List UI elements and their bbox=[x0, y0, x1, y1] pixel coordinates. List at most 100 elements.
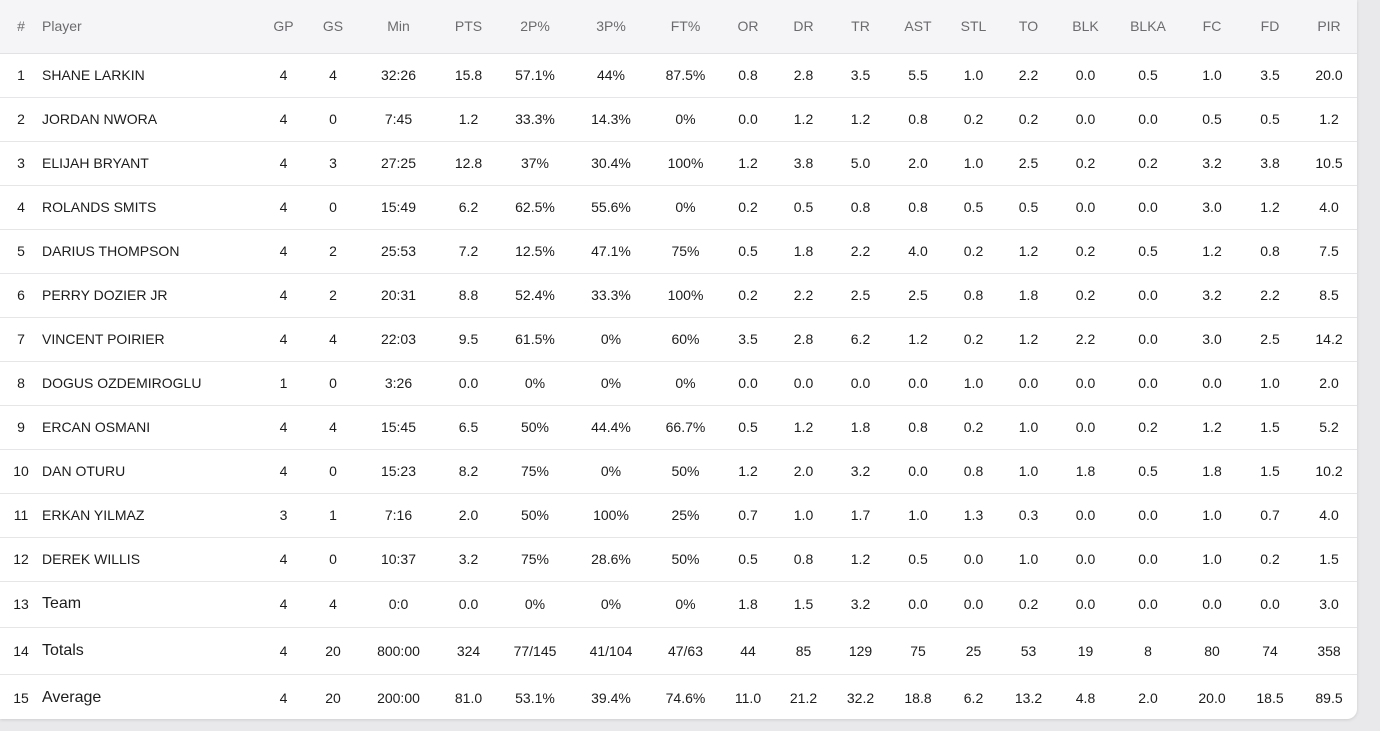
cell-blka: 0.5 bbox=[1111, 229, 1185, 274]
cell-gp: 1 bbox=[256, 361, 311, 406]
cell-dr: 21.2 bbox=[789, 689, 818, 706]
cell-stl: 0.2 bbox=[950, 97, 997, 142]
cell-blk: 19 bbox=[1060, 627, 1111, 675]
cell-fd: 2.2 bbox=[1239, 273, 1301, 318]
column-header-fc[interactable]: FC bbox=[1185, 0, 1239, 54]
player-name-cell[interactable]: ROLANDS SMITS bbox=[42, 185, 256, 230]
cell-pir: 7.5 bbox=[1301, 229, 1357, 274]
cell-blk: 0.0 bbox=[1060, 185, 1111, 230]
column-header-gp[interactable]: GP bbox=[256, 0, 311, 54]
cell-dr: 1.5 bbox=[772, 581, 835, 628]
player-name-cell[interactable]: PERRY DOZIER JR bbox=[42, 273, 256, 318]
player-name-cell[interactable]: JORDAN NWORA bbox=[42, 97, 256, 142]
cell-gs: 1 bbox=[311, 493, 355, 538]
cell-gs: 2 bbox=[311, 273, 355, 318]
cell-gp: 4 bbox=[256, 97, 311, 142]
cell-rank: 8 bbox=[0, 361, 42, 406]
player-name-cell[interactable]: DOGUS OZDEMIROGLU bbox=[42, 361, 256, 406]
cell-3p-pct: 30.4% bbox=[575, 141, 647, 186]
cell-gp: 4 bbox=[256, 317, 311, 362]
cell-or: 0.2 bbox=[724, 273, 772, 318]
cell-2p-pct: 75% bbox=[495, 537, 575, 582]
cell-3p-pct: 28.6% bbox=[575, 537, 647, 582]
column-header-pts[interactable]: PTS bbox=[442, 0, 495, 54]
column-header-rank[interactable]: # bbox=[0, 0, 42, 54]
column-header-dr[interactable]: DR bbox=[772, 0, 835, 54]
cell-ft-pct: 87.5% bbox=[647, 53, 724, 98]
cell-3p-pct: 0% bbox=[575, 449, 647, 494]
player-name-cell[interactable]: SHANE LARKIN bbox=[42, 53, 256, 98]
player-name-cell[interactable]: ELIJAH BRYANT bbox=[42, 141, 256, 186]
column-header-ft-pct[interactable]: FT% bbox=[647, 0, 724, 54]
cell-rank: 7 bbox=[0, 317, 42, 362]
column-header-to[interactable]: TO bbox=[997, 0, 1060, 54]
cell-min: 800:00 bbox=[355, 627, 442, 675]
cell-fd: 0.0 bbox=[1239, 581, 1301, 628]
column-header-player[interactable]: Player bbox=[42, 0, 256, 54]
cell-or: 0.0 bbox=[724, 97, 772, 142]
cell-stl: 0.2 bbox=[950, 405, 997, 450]
cell-gs: 4 bbox=[311, 405, 355, 450]
column-header-fd[interactable]: FD bbox=[1239, 0, 1301, 54]
cell-min: 15:45 bbox=[355, 405, 442, 450]
player-name-cell[interactable]: DARIUS THOMPSON bbox=[42, 229, 256, 274]
cell-pts: 3.2 bbox=[442, 537, 495, 582]
column-header-blk[interactable]: BLK bbox=[1060, 0, 1111, 54]
column-header-min[interactable]: Min bbox=[355, 0, 442, 54]
player-name-cell[interactable]: VINCENT POIRIER bbox=[42, 317, 256, 362]
cell-dr: 1.8 bbox=[772, 229, 835, 274]
column-header-gs[interactable]: GS bbox=[311, 0, 355, 54]
cell-ft-pct: 60% bbox=[647, 317, 724, 362]
cell-tr: 129 bbox=[835, 627, 886, 675]
column-header-2p-pct[interactable]: 2P% bbox=[495, 0, 575, 54]
cell-ft-pct: 74.6% bbox=[665, 689, 706, 706]
cell-ast: 0.5 bbox=[886, 537, 950, 582]
cell-dr: 0.8 bbox=[772, 537, 835, 582]
cell-rank: 2 bbox=[0, 97, 42, 142]
cell-fd: 0.8 bbox=[1239, 229, 1301, 274]
column-header-or[interactable]: OR bbox=[724, 0, 772, 54]
cell-pir: 1.2 bbox=[1301, 97, 1357, 142]
column-header-pir[interactable]: PIR bbox=[1301, 0, 1357, 54]
cell-rank: 3 bbox=[0, 141, 42, 186]
cell-blka: 0.5 bbox=[1111, 53, 1185, 98]
cell-2p-pct: 61.5% bbox=[495, 317, 575, 362]
cell-3p-pct: 0% bbox=[575, 361, 647, 406]
player-name-cell: Team bbox=[42, 581, 256, 628]
cell-or: 44 bbox=[724, 627, 772, 675]
cell-fc: 1.2 bbox=[1185, 405, 1239, 450]
cell-rank: 14 bbox=[0, 627, 42, 675]
cell-tr: 3.5 bbox=[835, 53, 886, 98]
cell-pir: 5.2 bbox=[1301, 405, 1357, 450]
cell-gp: 4 bbox=[256, 229, 311, 274]
cell-or: 1.8 bbox=[724, 581, 772, 628]
cell-pir: 1.5 bbox=[1301, 537, 1357, 582]
cell-stl: 0.2 bbox=[950, 317, 997, 362]
cell-gs: 0 bbox=[311, 361, 355, 406]
cell-ft-pct: 100% bbox=[647, 141, 724, 186]
cell-gs: 0 bbox=[311, 185, 355, 230]
column-header-tr[interactable]: TR bbox=[835, 0, 886, 54]
table-row: 2 JORDAN NWORA 4 0 7:45 1.2 33.3% 14.3% 0% 0.0 1.2… bbox=[0, 97, 1357, 142]
player-name-cell[interactable]: ERCAN OSMANI bbox=[42, 405, 256, 450]
column-header-ast[interactable]: AST bbox=[886, 0, 950, 54]
cell-to: 1.0 bbox=[997, 537, 1060, 582]
cell-pts: 1.2 bbox=[442, 97, 495, 142]
column-header-3p-pct[interactable]: 3P% bbox=[575, 0, 647, 54]
cell-tr: 0.8 bbox=[835, 185, 886, 230]
column-header-blka[interactable]: BLKA bbox=[1111, 0, 1185, 54]
cell-stl: 6.2 bbox=[963, 689, 984, 706]
cell-pts: 9.5 bbox=[442, 317, 495, 362]
cell-gp: 4 bbox=[256, 405, 311, 450]
column-header-stl[interactable]: STL bbox=[950, 0, 997, 54]
cell-dr: 3.8 bbox=[772, 141, 835, 186]
cell-pir: 20.0 bbox=[1301, 53, 1357, 98]
cell-fc: 3.0 bbox=[1185, 317, 1239, 362]
cell-pts: 6.5 bbox=[442, 405, 495, 450]
cell-fd: 1.2 bbox=[1239, 185, 1301, 230]
player-name-cell[interactable]: ERKAN YILMAZ bbox=[42, 493, 256, 538]
cell-stl: 0.2 bbox=[950, 229, 997, 274]
player-name-cell[interactable]: DAN OTURU bbox=[42, 449, 256, 494]
player-name-cell[interactable]: DEREK WILLIS bbox=[42, 537, 256, 582]
cell-blk: 0.0 bbox=[1060, 581, 1111, 628]
